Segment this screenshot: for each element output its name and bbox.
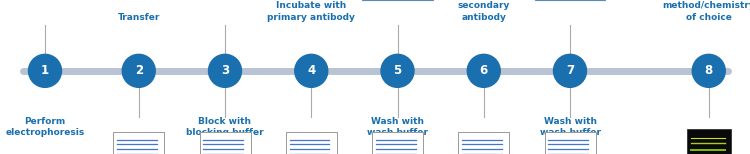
Ellipse shape: [209, 54, 242, 87]
Text: Incubate with
primary antibody: Incubate with primary antibody: [267, 1, 356, 22]
Text: Block with
blocking buffer: Block with blocking buffer: [186, 117, 264, 137]
Ellipse shape: [381, 54, 414, 87]
Ellipse shape: [692, 54, 725, 87]
Ellipse shape: [467, 54, 500, 87]
FancyBboxPatch shape: [372, 132, 423, 154]
Ellipse shape: [554, 54, 586, 87]
Text: 4: 4: [308, 64, 315, 77]
FancyBboxPatch shape: [113, 132, 164, 154]
Ellipse shape: [295, 54, 328, 87]
Ellipse shape: [28, 54, 62, 87]
Text: Perform
electrophoresis: Perform electrophoresis: [5, 117, 85, 137]
Text: 8: 8: [705, 64, 712, 77]
Text: 1: 1: [41, 64, 49, 77]
FancyBboxPatch shape: [286, 132, 337, 154]
Text: Wash with
wash buffer: Wash with wash buffer: [539, 117, 601, 137]
FancyBboxPatch shape: [200, 132, 250, 154]
Text: 7: 7: [566, 64, 574, 77]
Text: 5: 5: [393, 64, 402, 77]
FancyBboxPatch shape: [458, 132, 509, 154]
FancyBboxPatch shape: [544, 132, 596, 154]
Text: Incubate with
secondary
antibody: Incubate with secondary antibody: [448, 0, 519, 22]
Text: 3: 3: [221, 64, 229, 77]
Ellipse shape: [122, 54, 155, 87]
Text: Transfer: Transfer: [118, 13, 160, 22]
Text: 2: 2: [135, 64, 142, 77]
FancyBboxPatch shape: [687, 129, 730, 154]
Text: Detect using
method/chemistry
of choice: Detect using method/chemistry of choice: [662, 0, 750, 22]
Text: 6: 6: [480, 64, 488, 77]
Text: Wash with
wash buffer: Wash with wash buffer: [367, 117, 428, 137]
